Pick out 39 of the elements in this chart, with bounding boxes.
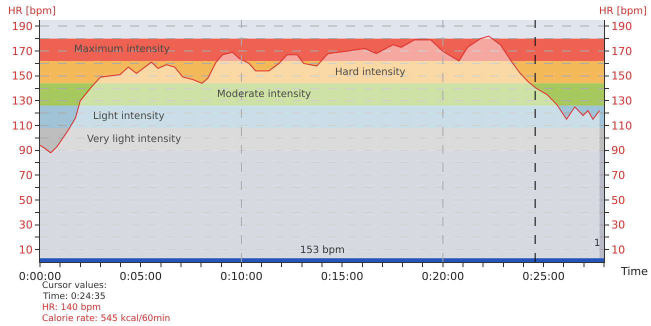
band-label: Moderate intensity bbox=[217, 89, 312, 100]
x-tick-label: 0:15:00 bbox=[320, 270, 364, 284]
y-tick-label: 10 bbox=[18, 243, 33, 256]
x-tick-label: 0:20:00 bbox=[422, 270, 464, 284]
band-label: Very light intensity bbox=[87, 134, 182, 145]
y2-tick-label: 110 bbox=[611, 119, 632, 132]
x-tick-label: 0:10:00 bbox=[220, 270, 263, 284]
band-label: Hard intensity bbox=[335, 67, 406, 78]
y-tick-label: 150 bbox=[12, 70, 33, 83]
y2-tick-label: 150 bbox=[611, 70, 632, 83]
y-tick-label: 50 bbox=[18, 194, 33, 207]
x-tick-label: 0:25:00 bbox=[522, 270, 565, 284]
y-tick-label: 130 bbox=[12, 94, 33, 108]
y2-tick-label: 70 bbox=[611, 168, 626, 182]
band-label: 153 bpm bbox=[300, 245, 345, 256]
text: Time: 0:24:35 bbox=[42, 292, 106, 302]
y2-tick-label: 190 bbox=[611, 20, 632, 34]
band-label: Maximum intensity bbox=[74, 44, 170, 55]
y2-tick-label: 170 bbox=[611, 44, 632, 58]
y2-tick-label: 50 bbox=[611, 194, 626, 207]
annotation: 1 bbox=[594, 238, 600, 249]
x-tick-label: 0:05:00 bbox=[120, 270, 162, 284]
y2-tick-label: 30 bbox=[611, 218, 626, 232]
y-tick-label: 170 bbox=[12, 44, 33, 58]
y-axis-title: HR [bpm] bbox=[8, 6, 56, 17]
text: HR: 140 bpm bbox=[42, 303, 101, 313]
y2-tick-label: 10 bbox=[611, 243, 626, 256]
y-tick-label: 110 bbox=[12, 119, 33, 132]
y-tick-label: 30 bbox=[18, 218, 33, 232]
text: Calorie rate: 545 kcal/60min bbox=[42, 314, 170, 324]
text: Cursor values: bbox=[42, 281, 107, 291]
y2-tick-label: 130 bbox=[611, 94, 632, 108]
y-tick-label: 70 bbox=[18, 168, 33, 182]
x-axis-title: Time bbox=[620, 265, 648, 278]
y-tick-label: 190 bbox=[12, 20, 33, 34]
y-tick-label: 90 bbox=[18, 144, 33, 158]
band-label: Light intensity bbox=[93, 111, 165, 122]
y2-tick-label: 90 bbox=[611, 144, 626, 158]
y2-axis-title: HR [bpm] bbox=[599, 6, 647, 17]
